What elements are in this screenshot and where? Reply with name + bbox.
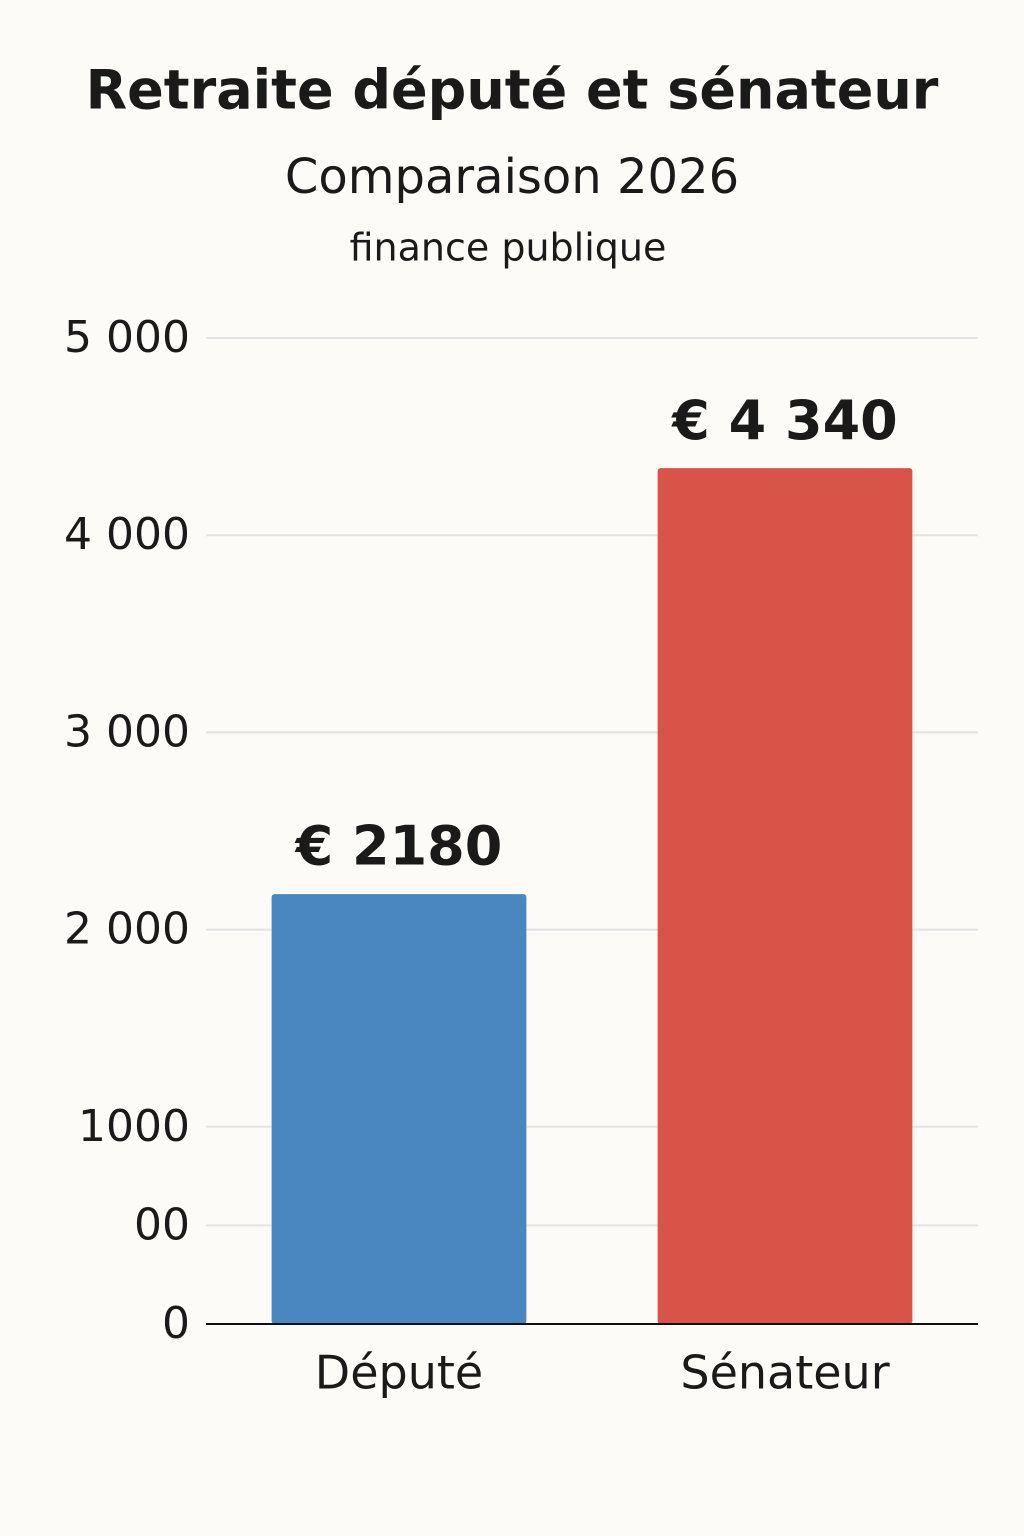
chart-caption: finance publique: [350, 226, 667, 270]
y-tick-label: 0: [162, 1298, 190, 1349]
y-tick-label: 1000: [78, 1101, 190, 1152]
x-tick-label: Député: [315, 1346, 483, 1400]
chart-subtitle: Comparaison 2026: [285, 149, 739, 205]
y-tick-label: 00: [134, 1199, 190, 1250]
y-tick-label: 5 000: [64, 312, 190, 363]
value-label: € 4 340: [670, 389, 897, 452]
x-tick-label: Sénateur: [680, 1346, 889, 1400]
y-tick-label: 2 000: [64, 904, 190, 955]
value-label: € 2180: [294, 815, 503, 878]
y-tick-label: 3 000: [64, 706, 190, 757]
y-tick-label: 4 000: [64, 509, 190, 560]
bar: [271, 894, 527, 1324]
bar: [657, 468, 913, 1325]
chart-title: Retraite député et sénateur: [86, 59, 939, 122]
